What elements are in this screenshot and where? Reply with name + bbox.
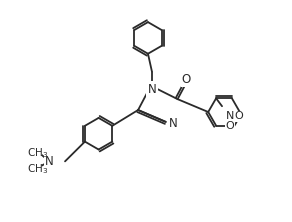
Text: N: N bbox=[45, 155, 54, 168]
Text: N: N bbox=[226, 111, 234, 121]
Text: O: O bbox=[182, 73, 191, 86]
Text: O: O bbox=[225, 121, 234, 131]
Text: CH$_3$: CH$_3$ bbox=[27, 162, 48, 176]
Text: CH$_3$: CH$_3$ bbox=[27, 147, 48, 160]
Text: N: N bbox=[169, 117, 178, 130]
Text: N: N bbox=[147, 83, 156, 96]
Text: O: O bbox=[234, 111, 243, 121]
